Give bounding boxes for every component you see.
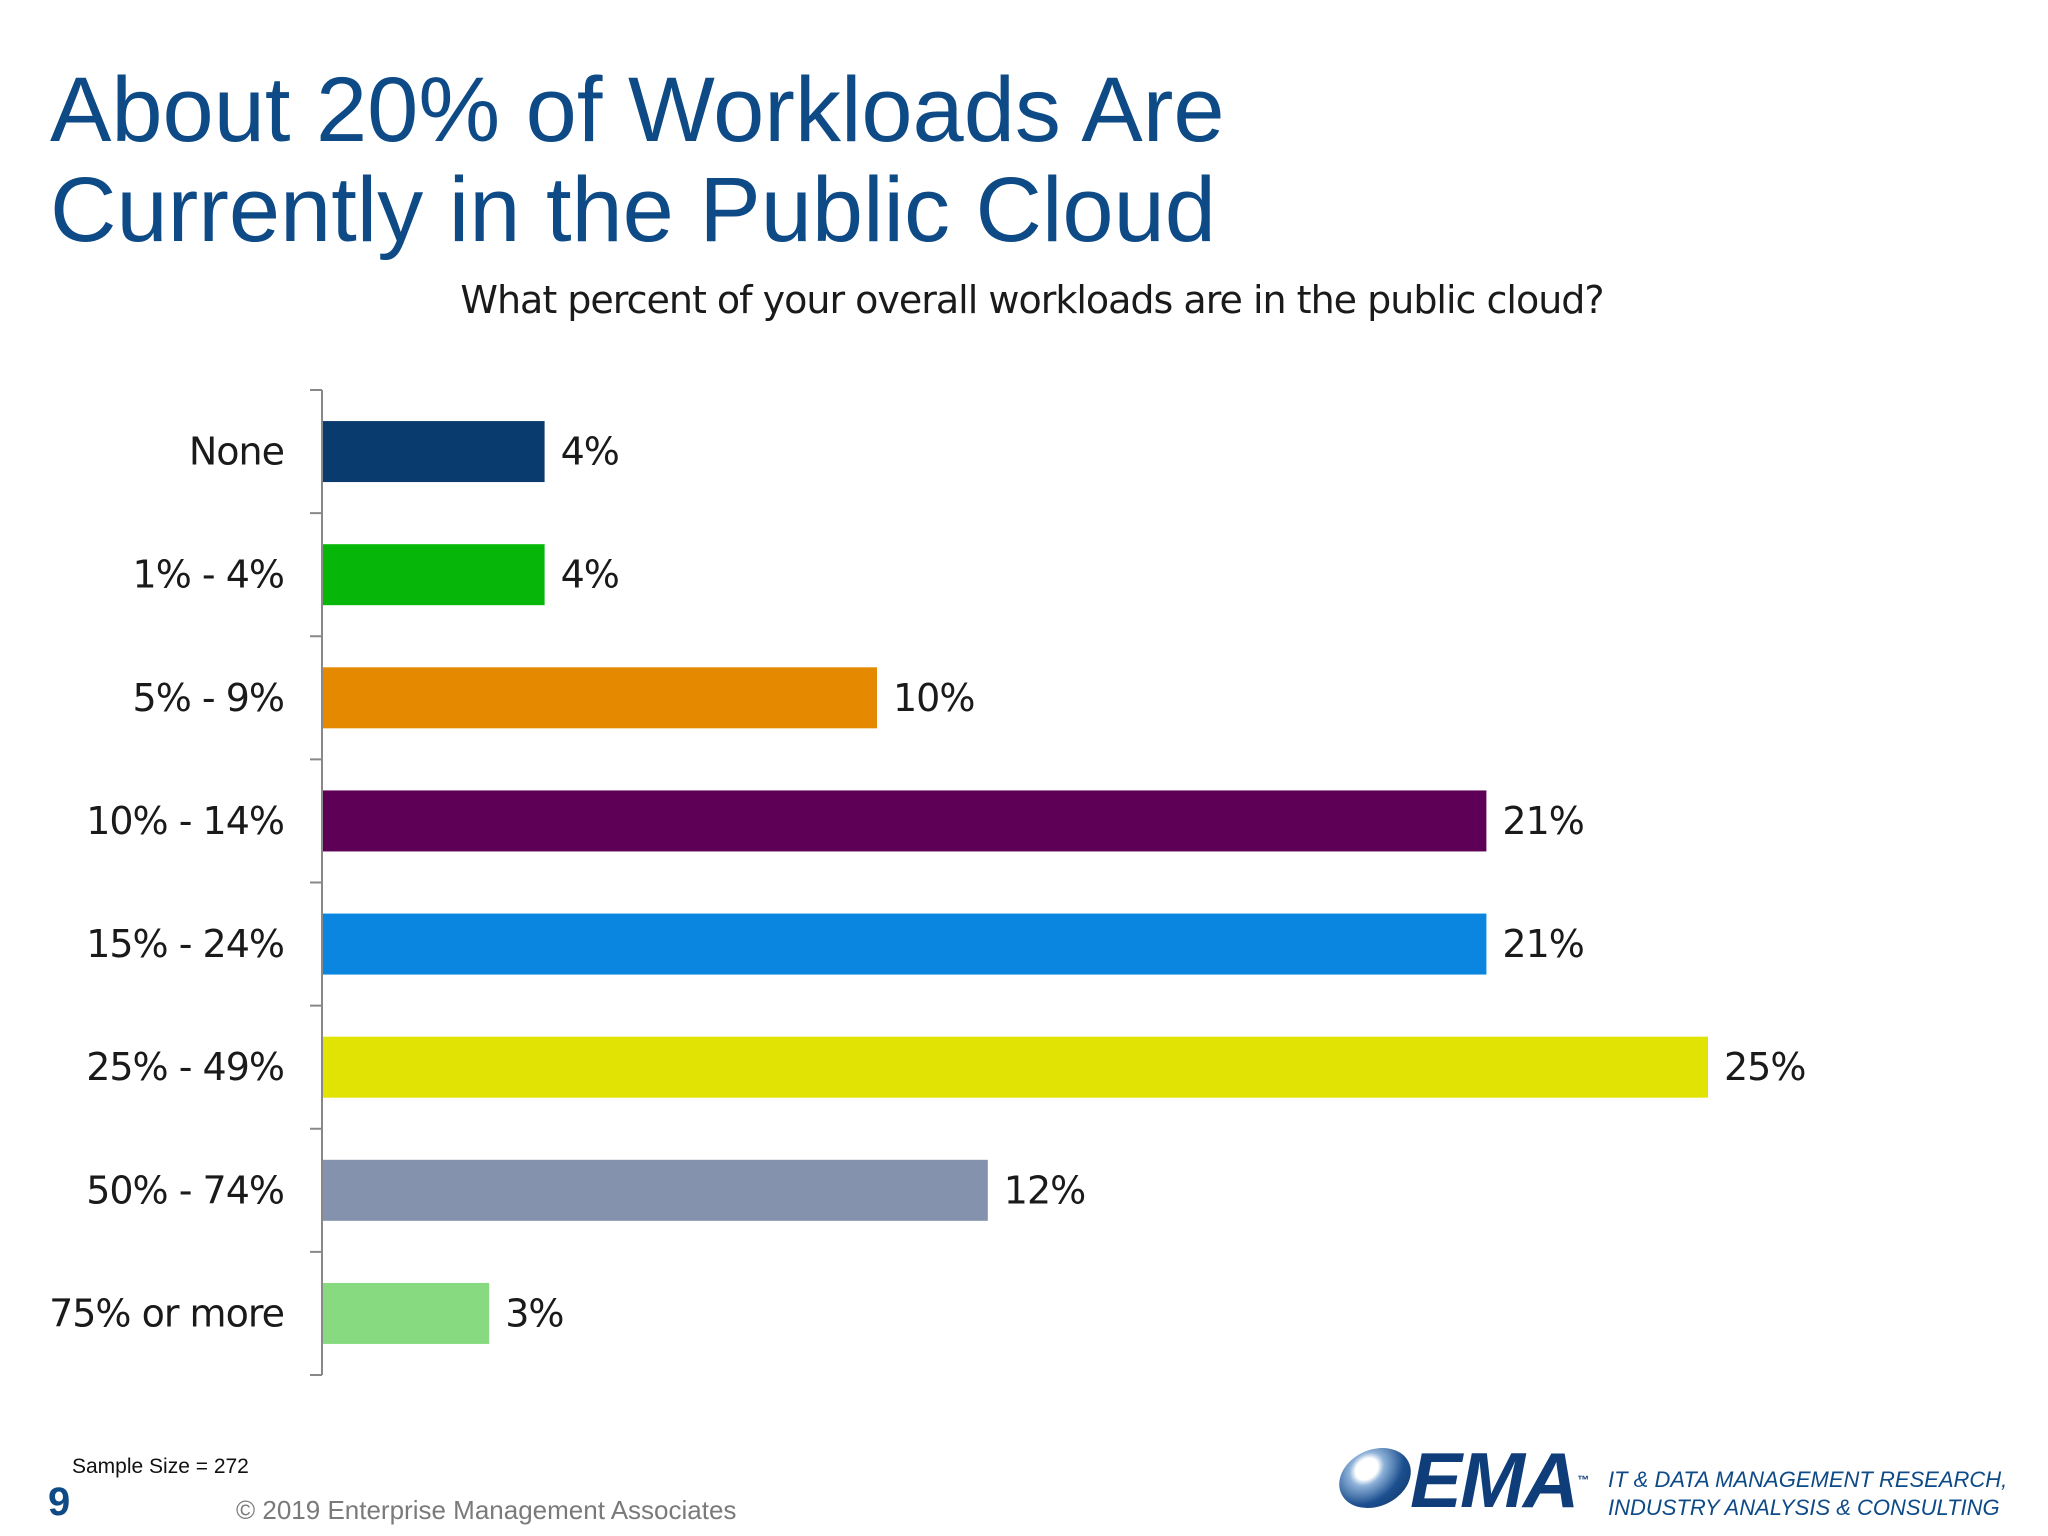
bar: [323, 790, 1487, 852]
data-label: 25%: [1724, 1045, 1805, 1089]
data-label: 12%: [1004, 1168, 1085, 1212]
bar: [323, 1159, 988, 1221]
bar: [323, 421, 545, 483]
tagline-line-2: INDUSTRY ANALYSIS & CONSULTING: [1608, 1495, 2000, 1520]
bar: [323, 544, 545, 606]
category-label: None: [189, 430, 284, 474]
data-label: 4%: [561, 430, 619, 474]
category-label: 15% - 24%: [86, 922, 284, 966]
bar: [323, 1282, 490, 1344]
tagline-line-1: IT & DATA MANAGEMENT RESEARCH,: [1608, 1467, 2008, 1492]
bar: [323, 913, 1487, 975]
ema-logo: EMA™: [1332, 1440, 1589, 1520]
category-label: 25% - 49%: [86, 1045, 284, 1089]
ema-logo-text: EMA™: [1410, 1436, 1589, 1524]
chart-title: What percent of your overall workloads a…: [460, 278, 1604, 322]
slide-title-line-2: Currently in the Public Cloud: [50, 159, 1216, 261]
category-label: 10% - 14%: [86, 799, 284, 843]
slide-title: About 20% of Workloads Are Currently in …: [50, 60, 1225, 260]
data-label: 3%: [505, 1291, 563, 1335]
bar-chart: None 4% 1% - 4% 4% 5% - 9% 10% 10% - 14% 21% 15%…: [49, 389, 1806, 1376]
category-label: 1% - 4%: [133, 553, 284, 597]
bar: [323, 667, 877, 729]
data-label: 4%: [561, 553, 619, 597]
data-label: 21%: [1502, 799, 1583, 843]
category-label: 75% or more: [49, 1291, 284, 1335]
page-number: 9: [48, 1480, 71, 1524]
copyright-text: © 2019 Enterprise Management Associates: [236, 1495, 737, 1525]
slide-title-line-1: About 20% of Workloads Are: [50, 59, 1225, 161]
data-label: 10%: [893, 676, 974, 720]
company-tagline: IT & DATA MANAGEMENT RESEARCH, INDUSTRY …: [1608, 1466, 2007, 1522]
sample-size: Sample Size = 272: [72, 1455, 249, 1478]
bar: [323, 1036, 1708, 1098]
category-label: 50% - 74%: [86, 1168, 284, 1212]
data-label: 21%: [1502, 922, 1583, 966]
ema-logo-mark: [1332, 1448, 1418, 1508]
category-label: 5% - 9%: [133, 676, 284, 720]
